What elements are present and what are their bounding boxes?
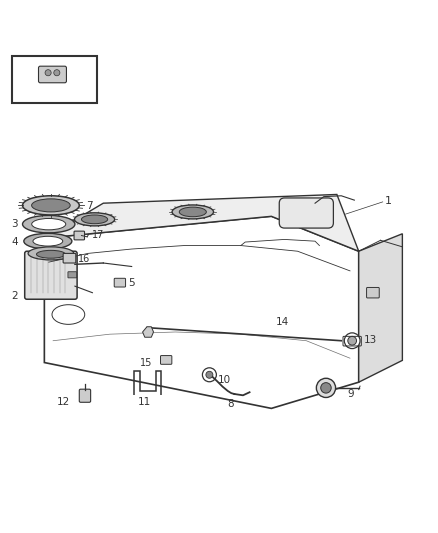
Ellipse shape — [32, 219, 66, 230]
Circle shape — [45, 70, 51, 76]
Text: 2: 2 — [12, 291, 18, 301]
Ellipse shape — [36, 251, 65, 258]
Bar — [12, 55, 97, 103]
Text: 3: 3 — [12, 219, 18, 229]
FancyBboxPatch shape — [74, 231, 85, 240]
Polygon shape — [359, 234, 403, 382]
FancyBboxPatch shape — [39, 66, 67, 83]
Text: 10: 10 — [218, 375, 231, 385]
FancyBboxPatch shape — [25, 251, 77, 299]
Text: 14: 14 — [276, 317, 289, 327]
Ellipse shape — [74, 213, 115, 226]
Ellipse shape — [33, 236, 63, 246]
Circle shape — [54, 70, 60, 76]
Polygon shape — [44, 216, 359, 408]
Circle shape — [321, 383, 331, 393]
Text: 4: 4 — [12, 237, 18, 247]
Text: 1: 1 — [385, 196, 392, 206]
Polygon shape — [44, 195, 359, 251]
Text: 11: 11 — [138, 397, 152, 407]
Text: 7: 7 — [86, 201, 92, 211]
Circle shape — [348, 336, 357, 345]
Ellipse shape — [28, 247, 74, 260]
FancyBboxPatch shape — [367, 287, 379, 298]
Text: 8: 8 — [228, 399, 234, 409]
Text: 6: 6 — [25, 90, 32, 100]
Circle shape — [202, 368, 216, 382]
FancyBboxPatch shape — [63, 253, 76, 263]
Circle shape — [206, 372, 213, 378]
Ellipse shape — [24, 233, 72, 249]
Circle shape — [316, 378, 336, 398]
Text: 16: 16 — [78, 254, 91, 264]
FancyBboxPatch shape — [160, 356, 172, 364]
Text: 12: 12 — [57, 397, 70, 407]
Text: 17: 17 — [92, 230, 105, 240]
FancyBboxPatch shape — [68, 272, 77, 278]
Polygon shape — [143, 327, 153, 337]
FancyBboxPatch shape — [279, 198, 333, 228]
FancyBboxPatch shape — [114, 278, 126, 287]
Ellipse shape — [22, 196, 79, 215]
FancyBboxPatch shape — [79, 389, 91, 402]
Ellipse shape — [32, 199, 70, 212]
Ellipse shape — [172, 205, 214, 219]
Ellipse shape — [22, 215, 75, 233]
Ellipse shape — [179, 207, 206, 217]
Text: 9: 9 — [348, 389, 354, 399]
Text: 15: 15 — [140, 358, 152, 368]
Text: 5: 5 — [129, 278, 135, 288]
Text: 13: 13 — [364, 335, 377, 345]
Ellipse shape — [81, 215, 108, 224]
Circle shape — [344, 333, 360, 349]
